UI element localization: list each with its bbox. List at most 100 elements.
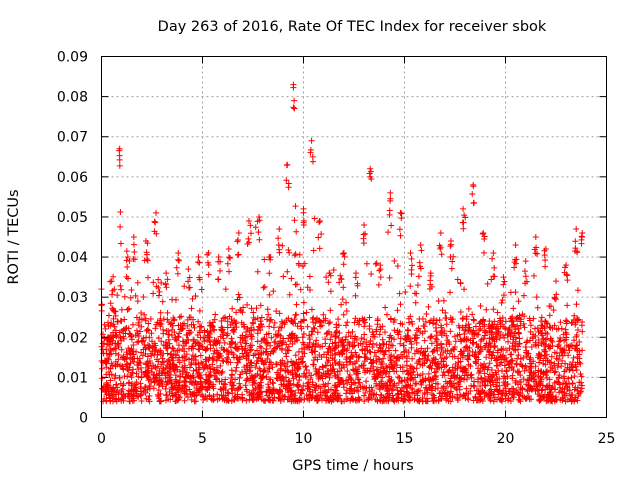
data-point (239, 335, 246, 342)
data-point (211, 316, 218, 323)
data-point (250, 309, 257, 316)
data-point (101, 395, 108, 402)
data-point (384, 311, 391, 318)
data-point (379, 374, 386, 381)
data-point (181, 389, 188, 396)
data-point (491, 264, 498, 271)
data-point (331, 356, 338, 363)
data-point (290, 81, 297, 88)
data-point (467, 372, 474, 379)
data-point (116, 145, 123, 152)
data-point (206, 363, 213, 370)
data-point (220, 335, 227, 342)
data-point (319, 363, 326, 370)
data-point (428, 340, 435, 347)
data-point (538, 376, 545, 383)
data-point (343, 387, 350, 394)
data-point (157, 315, 164, 322)
data-point (146, 393, 153, 400)
data-point (475, 331, 482, 338)
data-point (376, 331, 383, 338)
data-point (431, 394, 438, 401)
data-point (344, 367, 351, 374)
data-point (552, 368, 559, 375)
data-point (427, 362, 434, 369)
data-point (527, 363, 534, 370)
data-point (325, 380, 332, 387)
data-point (361, 316, 368, 323)
data-point (225, 390, 232, 397)
data-point (498, 346, 505, 353)
data-point (148, 330, 155, 337)
data-point (244, 362, 251, 369)
data-point (441, 372, 448, 379)
data-point (324, 330, 331, 337)
data-point (153, 356, 160, 363)
data-point (252, 364, 259, 371)
data-point (278, 381, 285, 388)
data-point (212, 376, 219, 383)
data-point (407, 365, 414, 372)
data-point (170, 385, 177, 392)
data-point (291, 97, 298, 104)
data-point (469, 190, 476, 197)
data-point (192, 293, 199, 300)
data-point (523, 381, 530, 388)
data-point (559, 348, 566, 355)
data-point (265, 381, 272, 388)
data-point (434, 342, 441, 349)
data-point (304, 342, 311, 349)
data-point (474, 344, 481, 351)
data-point (217, 362, 224, 369)
data-point (205, 250, 212, 257)
data-point (313, 371, 320, 378)
data-point (490, 250, 497, 257)
data-point (134, 362, 141, 369)
data-point (548, 359, 555, 366)
data-point (532, 250, 539, 257)
data-point (314, 329, 321, 336)
data-point (124, 254, 131, 261)
data-point (516, 392, 523, 399)
data-point (422, 348, 429, 355)
data-point (356, 396, 363, 403)
data-point (235, 251, 242, 258)
data-point (148, 365, 155, 372)
data-point (488, 374, 495, 381)
data-point (386, 368, 393, 375)
data-point (320, 370, 327, 377)
data-point (218, 318, 225, 325)
data-point (292, 352, 299, 359)
data-point (439, 307, 446, 314)
data-point (256, 389, 263, 396)
data-point (471, 378, 478, 385)
data-point (506, 345, 513, 352)
data-point (409, 355, 416, 362)
data-point (367, 337, 374, 344)
data-point (516, 378, 523, 385)
data-point (343, 333, 350, 340)
data-point (352, 349, 359, 356)
data-point (227, 359, 234, 366)
data-point (523, 339, 530, 346)
data-point (322, 315, 329, 322)
data-point (170, 345, 177, 352)
data-point (273, 375, 280, 382)
data-point (351, 319, 358, 326)
data-point (328, 331, 335, 338)
data-point (124, 263, 131, 270)
data-point (574, 342, 581, 349)
data-point (185, 266, 192, 273)
data-point (120, 333, 127, 340)
data-point (291, 217, 298, 224)
data-point (191, 381, 198, 388)
data-point (325, 367, 332, 374)
data-point (185, 345, 192, 352)
data-point (103, 381, 110, 388)
data-point (361, 398, 368, 405)
data-point (212, 311, 219, 318)
data-point (575, 316, 582, 323)
data-point (373, 260, 380, 267)
data-point (442, 315, 449, 322)
